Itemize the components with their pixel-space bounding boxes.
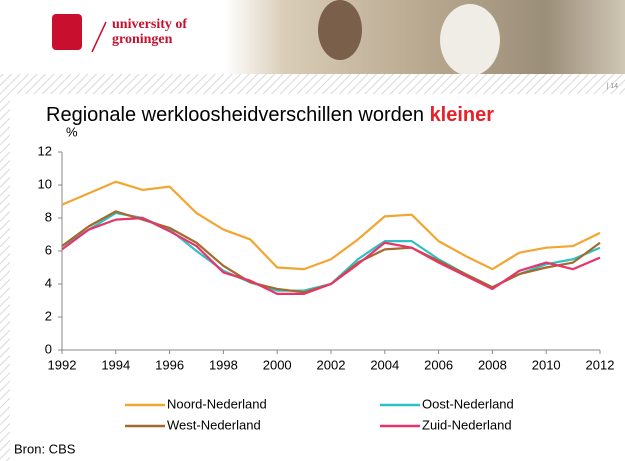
x-tick-label: 2000	[263, 357, 292, 372]
header-photo	[225, 0, 625, 74]
slide-title: Regionale werkloosheidverschillen worden…	[46, 104, 494, 126]
x-tick-label: 1992	[48, 357, 77, 372]
x-tick-label: 2010	[532, 357, 561, 372]
source: Bron: CBS	[14, 441, 76, 456]
y-tick-label: 4	[45, 275, 52, 290]
y-tick-label: 10	[38, 176, 52, 191]
x-tick-label: 1998	[209, 357, 238, 372]
x-tick-label: 2008	[478, 357, 507, 372]
y-tick-label: 6	[45, 242, 52, 257]
photo-figure	[318, 0, 362, 60]
y-tick-label: 12	[38, 143, 52, 158]
legend-label: West-Nederland	[167, 417, 261, 432]
logo-shield	[52, 14, 82, 50]
x-tick-label: 2002	[317, 357, 346, 372]
legend-label: Oost-Nederland	[422, 396, 514, 411]
y-axis-label: %	[66, 124, 78, 139]
photo-figure	[440, 4, 500, 76]
title-text: Regionale werkloosheidverschillen worden	[46, 104, 424, 126]
logo-text: groningen	[112, 32, 173, 47]
legend-label: Zuid-Nederland	[422, 417, 512, 432]
side-band	[0, 94, 10, 461]
slide: university of groningen | 14 Regionale w…	[0, 0, 625, 461]
page-number: | 14	[606, 83, 618, 90]
x-tick-label: 2012	[586, 357, 615, 372]
y-tick-label: 2	[45, 308, 52, 323]
logo-text: university of	[112, 17, 187, 32]
title-emphasis: kleiner	[430, 104, 495, 126]
x-tick-label: 1994	[101, 357, 130, 372]
legend-label: Noord-Nederland	[167, 396, 267, 411]
x-tick-label: 2004	[370, 357, 399, 372]
header-band	[0, 74, 625, 94]
x-tick-label: 1996	[155, 357, 184, 372]
y-tick-label: 0	[45, 341, 52, 356]
x-tick-label: 2006	[424, 357, 453, 372]
y-tick-label: 8	[45, 209, 52, 224]
